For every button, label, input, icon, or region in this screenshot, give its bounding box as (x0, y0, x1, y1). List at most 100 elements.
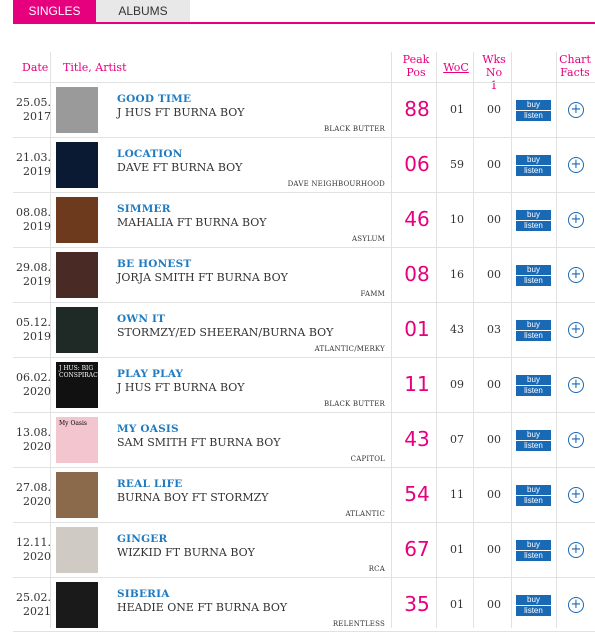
chart-facts-plus-icon[interactable]: + (568, 267, 584, 283)
buy-button[interactable]: buy (527, 540, 540, 549)
song-artist-link[interactable]: STORMZY/ED SHEERAN/BURNA BOY (117, 326, 334, 339)
buy-button[interactable]: buy (527, 375, 540, 384)
table-row: 25.02. 2021 SIBERIA HEADIE ONE FT BURNA … (13, 577, 595, 632)
chart-entry-date: 27.08. 2020 (16, 481, 51, 508)
weeks-on-chart: 01 (450, 598, 464, 611)
single-cover-art[interactable]: J HUS: BIG CONSPIRACY (56, 362, 98, 408)
buy-button[interactable]: buy (527, 595, 540, 604)
table-row: 27.08. 2020 REAL LIFE BURNA BOY FT STORM… (13, 467, 595, 522)
weeks-at-no1: 00 (487, 103, 501, 116)
tab-albums[interactable]: ALBUMS (96, 0, 190, 22)
chart-facts-plus-icon[interactable]: + (568, 102, 584, 118)
listen-button[interactable]: listen (524, 276, 543, 285)
chart-facts-plus-icon[interactable]: + (568, 487, 584, 503)
chart-entry-date: 29.08. 2019 (16, 261, 51, 288)
single-cover-art[interactable] (56, 252, 98, 298)
table-row: 29.08. 2019 BE HONEST JORJA SMITH FT BUR… (13, 247, 595, 302)
song-artist-link[interactable]: MAHALIA FT BURNA BOY (117, 216, 267, 229)
single-cover-art[interactable] (56, 582, 98, 628)
single-cover-art[interactable] (56, 197, 98, 243)
tab-bar: SINGLES ALBUMS (13, 0, 190, 22)
tab-singles[interactable]: SINGLES (13, 0, 96, 22)
weeks-at-no1: 00 (487, 268, 501, 281)
table-row: 12.11. 2020 GINGER WIZKID FT BURNA BOY R… (13, 522, 595, 577)
divider (436, 52, 437, 628)
listen-button[interactable]: listen (524, 221, 543, 230)
buy-listen-widget: buy listen (516, 155, 551, 176)
buy-button[interactable]: buy (527, 485, 540, 494)
record-label: CAPITOL (350, 455, 385, 463)
peak-position: 06 (404, 152, 430, 176)
buy-listen-widget: buy listen (516, 430, 551, 451)
weeks-on-chart: 01 (450, 543, 464, 556)
song-title-link[interactable]: REAL LIFE (117, 478, 183, 490)
weeks-at-no1: 00 (487, 488, 501, 501)
record-label: DAVE NEIGHBOURHOOD (287, 180, 385, 188)
song-artist-link[interactable]: SAM SMITH FT BURNA BOY (117, 436, 281, 449)
cover-text: My Oasis (59, 420, 88, 427)
song-artist-link[interactable]: WIZKID FT BURNA BOY (117, 546, 255, 559)
song-artist-link[interactable]: BURNA BOY FT STORMZY (117, 491, 269, 504)
song-title-link[interactable]: MY OASIS (117, 423, 179, 435)
table-row: 06.02. 2020 J HUS: BIG CONSPIRACY PLAY P… (13, 357, 595, 412)
song-artist-link[interactable]: DAVE FT BURNA BOY (117, 161, 243, 174)
chart-entry-date: 06.02. 2020 (16, 371, 51, 398)
chart-facts-plus-icon[interactable]: + (568, 157, 584, 173)
listen-button[interactable]: listen (524, 331, 543, 340)
single-cover-art[interactable] (56, 307, 98, 353)
header-woc[interactable]: WoC (443, 61, 469, 74)
song-artist-link[interactable]: J HUS FT BURNA BOY (117, 381, 245, 394)
buy-button[interactable]: buy (527, 155, 540, 164)
listen-button[interactable]: listen (524, 496, 543, 505)
chart-table: 25.05. 2017 GOOD TIME J HUS FT BURNA BOY… (13, 82, 595, 632)
single-cover-art[interactable] (56, 472, 98, 518)
song-title-link[interactable]: PLAY PLAY (117, 368, 184, 380)
listen-button[interactable]: listen (524, 166, 543, 175)
divider (511, 52, 512, 628)
chart-facts-plus-icon[interactable]: + (568, 542, 584, 558)
song-title-link[interactable]: LOCATION (117, 148, 183, 160)
chart-facts-plus-icon[interactable]: + (568, 432, 584, 448)
divider (50, 52, 51, 628)
listen-button[interactable]: listen (524, 551, 543, 560)
song-title-link[interactable]: SIMMER (117, 203, 171, 215)
buy-button[interactable]: buy (527, 320, 540, 329)
single-cover-art[interactable]: My Oasis (56, 417, 98, 463)
weeks-at-no1: 03 (487, 323, 501, 336)
buy-button[interactable]: buy (527, 210, 540, 219)
single-cover-art[interactable] (56, 142, 98, 188)
song-title-link[interactable]: SIBERIA (117, 588, 170, 600)
listen-button[interactable]: listen (524, 386, 543, 395)
chart-entry-date: 05.12. 2019 (16, 316, 51, 343)
listen-button[interactable]: listen (524, 111, 543, 120)
song-artist-link[interactable]: JORJA SMITH FT BURNA BOY (117, 271, 288, 284)
peak-position: 88 (404, 97, 430, 121)
chart-entry-date: 13.08. 2020 (16, 426, 51, 453)
chart-facts-plus-icon[interactable]: + (568, 322, 584, 338)
chart-facts-plus-icon[interactable]: + (568, 597, 584, 613)
buy-button[interactable]: buy (527, 430, 540, 439)
song-title-link[interactable]: GINGER (117, 533, 168, 545)
weeks-at-no1: 00 (487, 433, 501, 446)
listen-button[interactable]: listen (524, 606, 543, 615)
single-cover-art[interactable] (56, 87, 98, 133)
chart-entry-date: 08.08. 2019 (16, 206, 51, 233)
weeks-on-chart: 59 (450, 158, 464, 171)
song-title-link[interactable]: OWN IT (117, 313, 166, 325)
song-artist-link[interactable]: J HUS FT BURNA BOY (117, 106, 245, 119)
song-artist-link[interactable]: HEADIE ONE FT BURNA BOY (117, 601, 288, 614)
buy-button[interactable]: buy (527, 100, 540, 109)
chart-entry-date: 25.05. 2017 (16, 96, 51, 123)
buy-button[interactable]: buy (527, 265, 540, 274)
weeks-on-chart: 43 (450, 323, 464, 336)
chart-entry-date: 12.11. 2020 (16, 536, 51, 563)
song-title-link[interactable]: BE HONEST (117, 258, 192, 270)
listen-button[interactable]: listen (524, 441, 543, 450)
chart-facts-plus-icon[interactable]: + (568, 212, 584, 228)
song-title-link[interactable]: GOOD TIME (117, 93, 192, 105)
peak-position: 67 (404, 537, 430, 561)
peak-position: 43 (404, 427, 430, 451)
chart-facts-plus-icon[interactable]: + (568, 377, 584, 393)
table-row: 08.08. 2019 SIMMER MAHALIA FT BURNA BOY … (13, 192, 595, 247)
single-cover-art[interactable] (56, 527, 98, 573)
